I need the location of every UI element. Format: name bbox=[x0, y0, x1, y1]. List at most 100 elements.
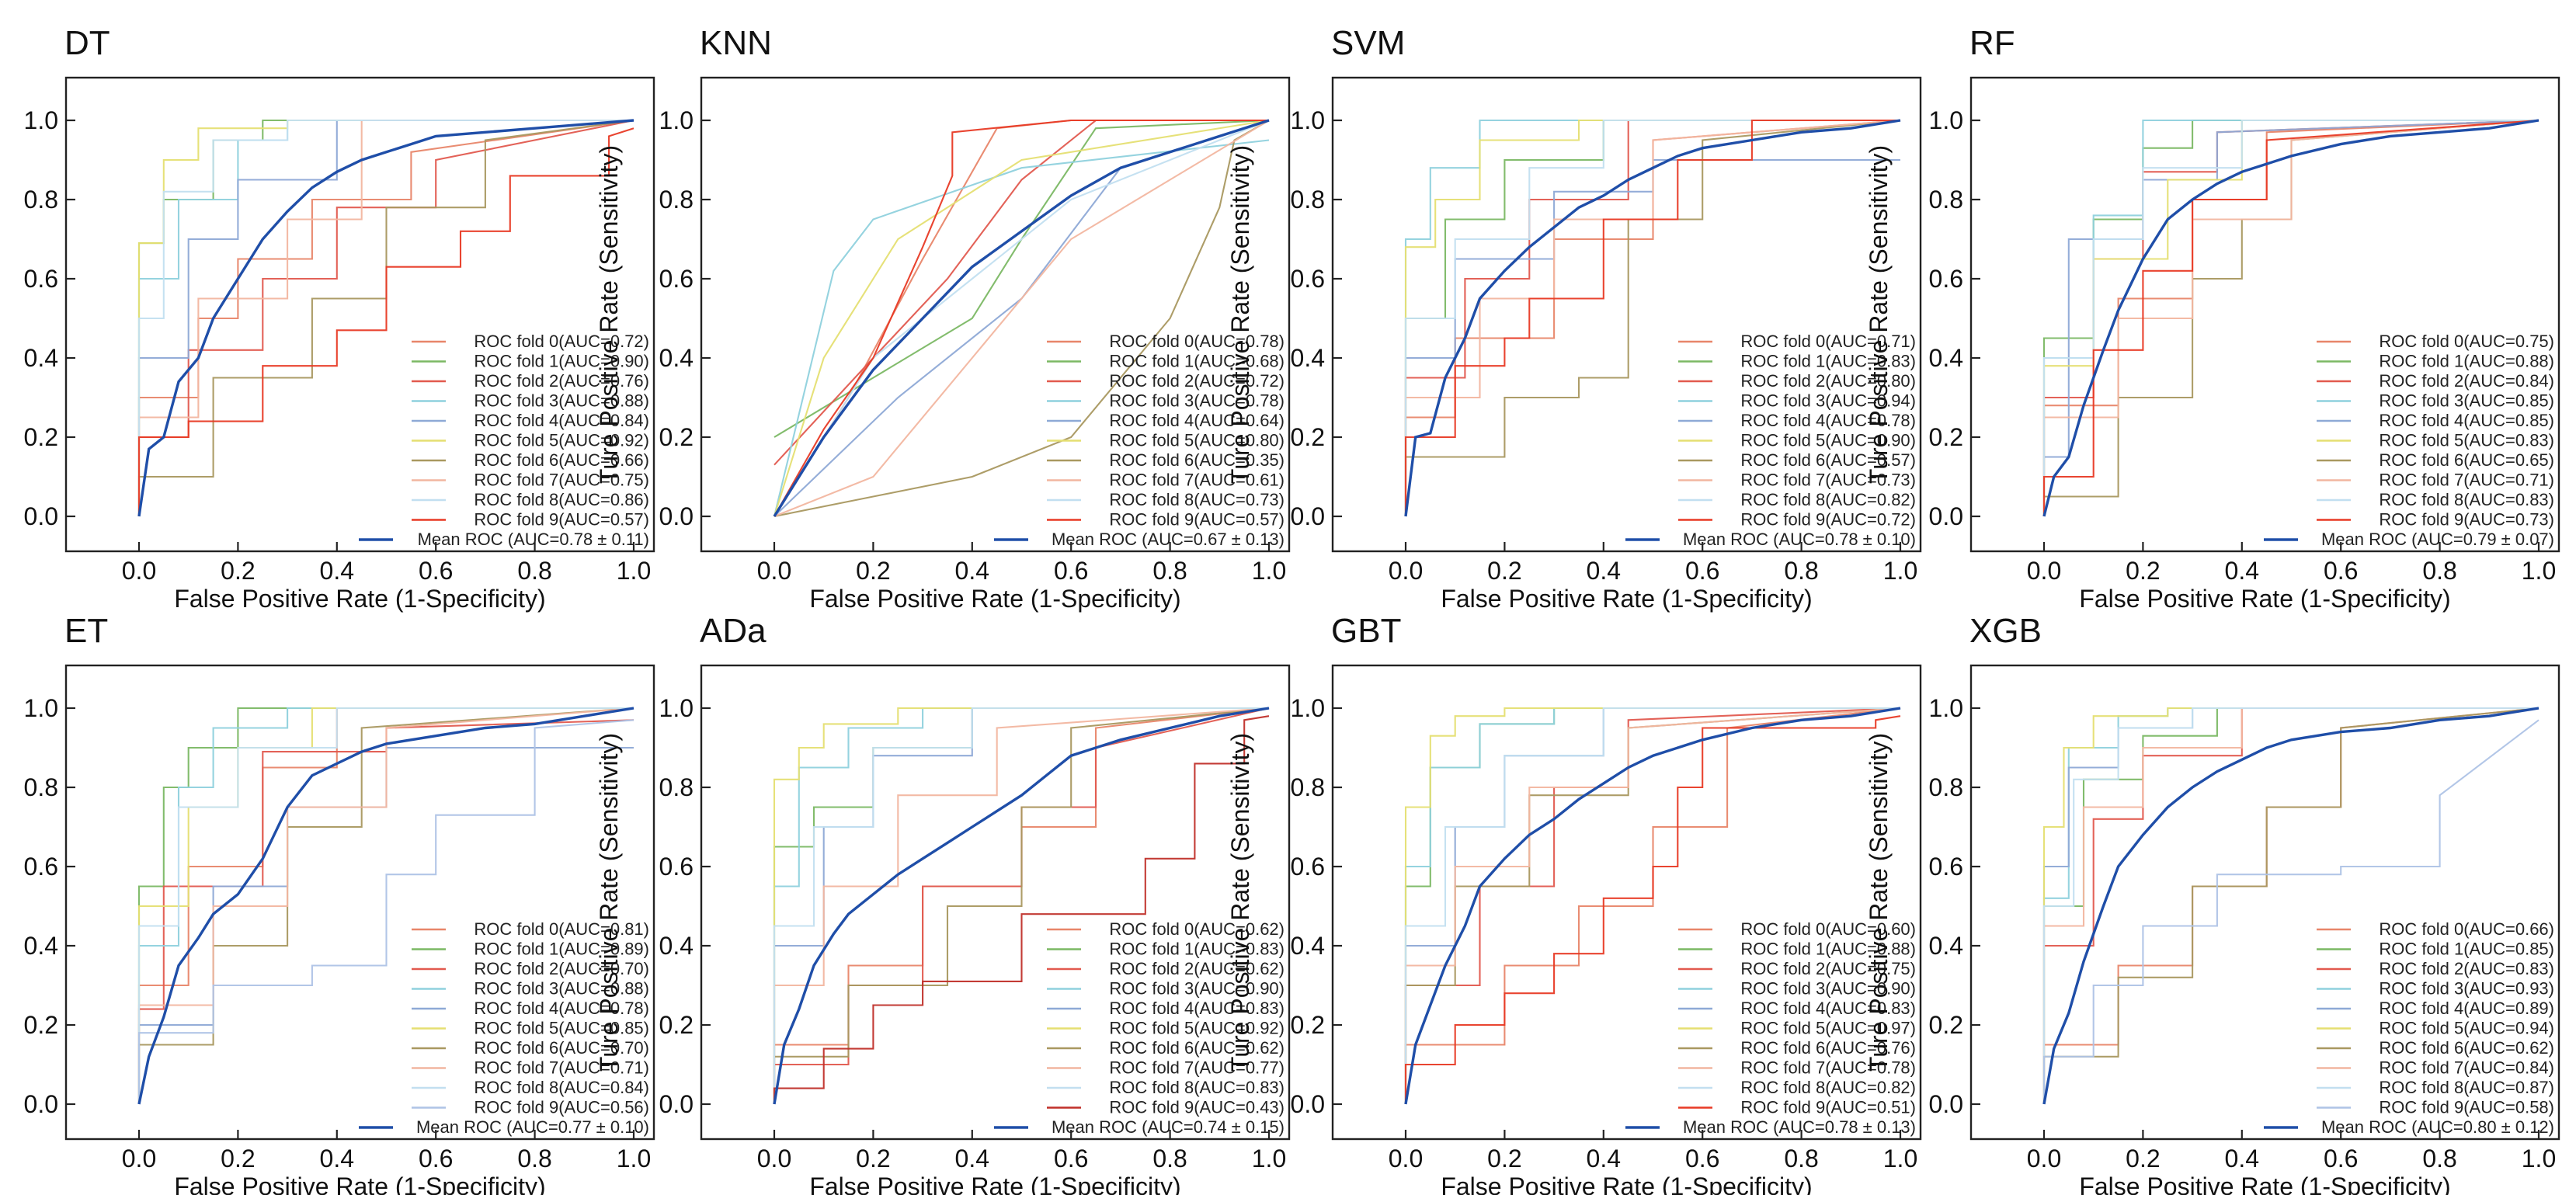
y-tick-label: 0.6 bbox=[24, 265, 58, 293]
x-tick-label: 1.0 bbox=[1252, 1145, 1286, 1172]
legend-entry: ROC fold 4(AUC=0.78) bbox=[474, 999, 649, 1018]
x-tick-label: 0.4 bbox=[955, 557, 989, 585]
plot-frame bbox=[700, 664, 1291, 1141]
y-tick-label: 0.2 bbox=[24, 1011, 58, 1039]
x-tick-label: 0.8 bbox=[1152, 557, 1187, 585]
x-tick-label: 0.2 bbox=[221, 1145, 255, 1172]
x-tick-label: 0.2 bbox=[221, 557, 255, 585]
x-tick-label: 0.4 bbox=[2225, 557, 2259, 585]
plot-frame bbox=[64, 76, 655, 553]
fold-roc-line bbox=[773, 715, 1270, 1104]
legend-entry: Mean ROC (AUC=0.67 ± 0.13) bbox=[1052, 530, 1285, 549]
y-tick-label: 0.6 bbox=[24, 853, 58, 881]
y-tick-label: 1.0 bbox=[1291, 694, 1325, 722]
x-tick-label: 0.2 bbox=[2126, 1145, 2160, 1172]
roc-panel-dt: DT 0.0 0.0 0.2 0.2 0.4 0.4 0.6 0.6 0.8 0.8 1.0 1.0 Fa… bbox=[24, 24, 655, 613]
x-tick-label: 1.0 bbox=[1252, 557, 1286, 585]
legend-entry: Mean ROC (AUC=0.79 ± 0.07) bbox=[2321, 530, 2554, 549]
legend-entry: ROC fold 0(AUC=0.72) bbox=[474, 332, 649, 351]
x-tick-label: 0.8 bbox=[517, 557, 551, 585]
x-tick-label: 0.0 bbox=[122, 557, 156, 585]
y-tick-label: 0.4 bbox=[659, 932, 694, 960]
legend-entry: ROC fold 3(AUC=0.94) bbox=[1740, 391, 1916, 411]
x-tick-label: 0.6 bbox=[1054, 557, 1088, 585]
fold-roc-line bbox=[1404, 119, 1900, 516]
legend-entry: ROC fold 9(AUC=0.51) bbox=[1740, 1098, 1916, 1117]
y-axis-label: Ture Positive Rate (Sensitivity) bbox=[595, 145, 623, 484]
x-tick-label: 1.0 bbox=[617, 557, 651, 585]
y-tick-label: 0.4 bbox=[1929, 344, 1963, 372]
legend-entry: ROC fold 2(AUC=0.62) bbox=[1109, 959, 1285, 978]
legend-entry: ROC fold 8(AUC=0.83) bbox=[2379, 490, 2554, 509]
fold-roc-line bbox=[137, 119, 634, 516]
y-tick-label: 0.4 bbox=[1291, 932, 1325, 960]
fold-roc-line bbox=[1404, 707, 1901, 1104]
legend-entry: ROC fold 0(AUC=0.81) bbox=[474, 919, 649, 939]
legend-entry: ROC fold 0(AUC=0.78) bbox=[1109, 332, 1285, 351]
y-tick-label: 0.0 bbox=[1929, 502, 1963, 530]
y-tick-label: 0.2 bbox=[24, 423, 58, 451]
x-tick-label: 0.2 bbox=[2126, 557, 2160, 585]
x-tick-label: 0.2 bbox=[856, 557, 890, 585]
fold-roc-line bbox=[137, 707, 634, 1104]
x-tick-label: 0.8 bbox=[2422, 557, 2456, 585]
legend-entry: ROC fold 7(AUC=0.73) bbox=[1740, 471, 1916, 490]
x-tick-label: 0.4 bbox=[320, 1145, 354, 1172]
legend-entry: ROC fold 6(AUC=0.35) bbox=[1109, 450, 1285, 470]
x-tick-label: 0.6 bbox=[419, 557, 453, 585]
fold-roc-line bbox=[1404, 707, 1900, 1104]
legend-entry: Mean ROC (AUC=0.80 ± 0.12) bbox=[2321, 1117, 2554, 1137]
plot-frame bbox=[1331, 76, 1922, 553]
y-tick-label: 1.0 bbox=[659, 694, 694, 722]
y-tick-label: 1.0 bbox=[1291, 106, 1325, 134]
fold-roc-line bbox=[1404, 119, 1900, 516]
legend-entry: ROC fold 1(AUC=0.83) bbox=[1740, 352, 1916, 371]
y-tick-label: 0.4 bbox=[24, 344, 58, 372]
legend-entry: ROC fold 1(AUC=0.85) bbox=[2379, 940, 2554, 959]
legend-entry: ROC fold 9(AUC=0.43) bbox=[1109, 1098, 1285, 1117]
x-axis-label: False Positive Rate (1-Specificity) bbox=[174, 1172, 545, 1195]
x-tick-label: 0.4 bbox=[2225, 1145, 2259, 1172]
legend-entry: ROC fold 6(AUC=0.62) bbox=[1109, 1038, 1285, 1058]
y-tick-label: 0.8 bbox=[24, 186, 58, 214]
legend-entry: ROC fold 7(AUC=0.71) bbox=[2379, 471, 2554, 490]
legend-entry: Mean ROC (AUC=0.77 ± 0.10) bbox=[416, 1117, 649, 1137]
legend-entry: ROC fold 5(AUC=0.80) bbox=[1109, 431, 1285, 450]
legend-entry: ROC fold 5(AUC=0.90) bbox=[1740, 431, 1916, 450]
roc-panel-knn: KNN 0.0 0.0 0.2 0.2 0.4 0.4 0.6 0.6 0.8 0.8 1.0 1.0 F… bbox=[595, 24, 1291, 613]
legend-entry: Mean ROC (AUC=0.78 ± 0.13) bbox=[1683, 1117, 1916, 1137]
fold-roc-line bbox=[137, 127, 634, 516]
y-tick-label: 1.0 bbox=[24, 694, 58, 722]
mean-roc-line bbox=[2042, 119, 2539, 517]
fold-roc-line bbox=[773, 120, 1270, 517]
mean-roc-line bbox=[773, 707, 1270, 1105]
fold-roc-line bbox=[1404, 707, 1900, 1104]
legend-entry: ROC fold 5(AUC=0.92) bbox=[474, 431, 649, 450]
legend-entry: ROC fold 7(AUC=0.84) bbox=[2379, 1058, 2554, 1078]
legend-entry: ROC fold 1(AUC=0.68) bbox=[1109, 352, 1285, 371]
legend-entry: ROC fold 2(AUC=0.72) bbox=[1109, 371, 1285, 391]
fold-roc-line bbox=[2042, 707, 2539, 1104]
y-tick-label: 0.4 bbox=[1929, 932, 1963, 960]
mean-roc-line bbox=[1404, 707, 1901, 1105]
legend-entry: ROC fold 4(AUC=0.64) bbox=[1109, 411, 1285, 430]
fold-roc-line bbox=[2042, 119, 2539, 516]
panel-title: SVM bbox=[1331, 24, 1405, 62]
legend-entry: ROC fold 4(AUC=0.78) bbox=[1740, 411, 1916, 430]
legend-entry: Mean ROC (AUC=0.78 ± 0.10) bbox=[1683, 530, 1916, 549]
legend-entry: ROC fold 9(AUC=0.73) bbox=[2379, 510, 2554, 530]
roc-panel-ada: ADa 0.0 0.0 0.2 0.2 0.4 0.4 0.6 0.6 0.8 0.8 1.0 1.0 F… bbox=[595, 612, 1291, 1195]
mean-roc-line bbox=[2042, 707, 2539, 1105]
fold-roc-line bbox=[773, 707, 1269, 1104]
y-tick-label: 0.8 bbox=[659, 773, 694, 801]
roc-panel-et: ET 0.0 0.0 0.2 0.2 0.4 0.4 0.6 0.6 0.8 0.8 1.0 1.0 Fa… bbox=[24, 612, 655, 1195]
y-tick-label: 0.8 bbox=[24, 773, 58, 801]
fold-roc-line bbox=[2042, 119, 2539, 516]
x-tick-label: 0.0 bbox=[1389, 557, 1423, 585]
legend-entry: ROC fold 4(AUC=0.84) bbox=[474, 411, 649, 430]
plot-frame bbox=[1969, 664, 2560, 1141]
x-tick-label: 0.6 bbox=[1054, 1145, 1088, 1172]
legend-entry: ROC fold 0(AUC=0.75) bbox=[2379, 332, 2554, 351]
legend-entry: ROC fold 5(AUC=0.83) bbox=[2379, 431, 2554, 450]
y-tick-label: 0.0 bbox=[1291, 502, 1325, 530]
